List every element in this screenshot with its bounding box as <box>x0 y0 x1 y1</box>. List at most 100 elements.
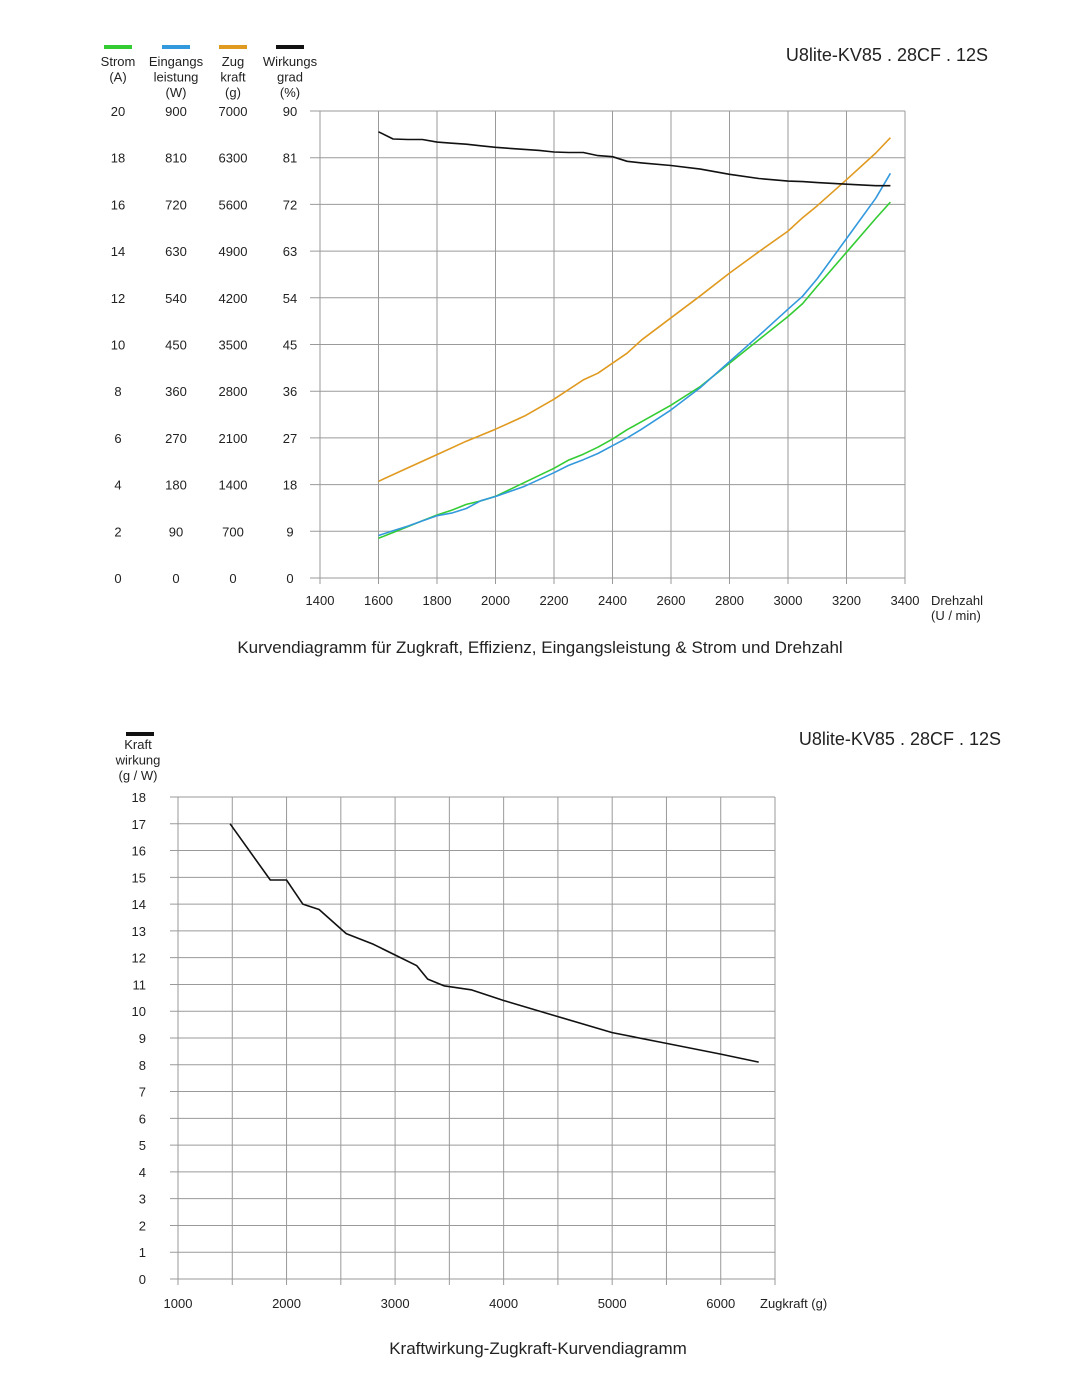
legend-swatch-strom <box>104 45 132 49</box>
model-title: U8lite-KV85 . 28CF . 12S <box>786 45 988 65</box>
y-tick-eingang: 810 <box>165 151 187 166</box>
y-tick-strom: 10 <box>111 338 125 353</box>
x-tick-label: 1600 <box>364 593 393 608</box>
y-tick-strom: 18 <box>111 151 125 166</box>
y-tick-label: 8 <box>139 1058 146 1073</box>
y-tick-zug: 0 <box>229 571 236 586</box>
y-tick-eingang: 900 <box>165 104 187 119</box>
y-tick-label: 1 <box>139 1245 146 1260</box>
y-tick-label: 17 <box>132 817 146 832</box>
x-tick-label: 1400 <box>306 593 335 608</box>
y-tick-label: 15 <box>132 870 146 885</box>
axis-header-eingang: Eingangs <box>149 54 204 69</box>
axis-header-wirk: Wirkungs <box>263 54 318 69</box>
axis-header-eingang: leistung <box>154 70 199 85</box>
y-tick-zug: 4900 <box>219 244 248 259</box>
y-tick-label: 11 <box>133 977 147 992</box>
axis-header-strom: Strom <box>101 54 136 69</box>
y-tick-wirk: 63 <box>283 244 297 259</box>
x-tick-label: 3000 <box>774 593 803 608</box>
x-tick-label: 2200 <box>540 593 569 608</box>
y-tick-strom: 16 <box>111 197 125 212</box>
model-title: U8lite-KV85 . 28CF . 12S <box>799 729 1001 749</box>
x-tick-label: 4000 <box>489 1296 518 1311</box>
y-tick-label: 14 <box>132 897 146 912</box>
y-tick-zug: 6300 <box>219 151 248 166</box>
y-tick-strom: 6 <box>114 431 121 446</box>
y-tick-label: 3 <box>139 1192 146 1207</box>
y-tick-wirk: 72 <box>283 197 297 212</box>
axis-header-strom: (A) <box>109 70 126 85</box>
y-tick-wirk: 81 <box>283 151 297 166</box>
y-tick-label: 9 <box>139 1031 146 1046</box>
x-tick-label: 2000 <box>481 593 510 608</box>
x-tick-label: 3000 <box>381 1296 410 1311</box>
y-tick-wirk: 90 <box>283 104 297 119</box>
chart-drehzahl: 1400 1600 1800 2000 2200 2400 2600 2800 3000 3200… <box>101 45 988 657</box>
y-tick-label: 12 <box>132 951 146 966</box>
y-tick-wirk: 18 <box>283 478 297 493</box>
axis-header-zug: (g) <box>225 85 241 100</box>
y-tick-zug: 4200 <box>219 291 248 306</box>
y-tick-strom: 14 <box>111 244 125 259</box>
legend-swatch <box>126 732 154 736</box>
axis-header-zug: Zug <box>222 54 244 69</box>
y-tick-zug: 2100 <box>219 431 248 446</box>
chart-caption: Kurvendiagramm für Zugkraft, Effizienz, … <box>237 638 842 657</box>
y-tick-strom: 12 <box>111 291 125 306</box>
y-tick-label: 7 <box>139 1085 146 1100</box>
y-tick-label: 18 <box>132 790 146 805</box>
y-tick-eingang: 0 <box>172 571 179 586</box>
y-axis-label: Kraft <box>124 737 152 752</box>
series-line-wirk <box>378 131 891 187</box>
x-tick-label: 5000 <box>598 1296 627 1311</box>
y-tick-wirk: 0 <box>286 571 293 586</box>
y-tick-wirk: 27 <box>283 431 297 446</box>
y-tick-eingang: 450 <box>165 338 187 353</box>
legend-swatch-zug <box>219 45 247 49</box>
y-tick-label: 5 <box>139 1138 146 1153</box>
y-tick-eingang: 270 <box>165 431 187 446</box>
x-tick-label: 2600 <box>657 593 686 608</box>
y-tick-zug: 7000 <box>219 104 248 119</box>
y-tick-label: 6 <box>139 1111 146 1126</box>
series-line-zug <box>378 137 891 483</box>
y-tick-label: 10 <box>132 1004 146 1019</box>
series-line-strom <box>378 201 891 540</box>
y-tick-strom: 4 <box>114 478 121 493</box>
y-tick-strom: 20 <box>111 104 125 119</box>
y-tick-zug: 2800 <box>219 384 248 399</box>
x-tick-label: 2800 <box>715 593 744 608</box>
y-tick-eingang: 360 <box>165 384 187 399</box>
x-tick-label: 1800 <box>423 593 452 608</box>
y-tick-eingang: 720 <box>165 197 187 212</box>
y-tick-label: 16 <box>132 844 146 859</box>
y-tick-eingang: 630 <box>165 244 187 259</box>
x-tick-label: 3200 <box>832 593 861 608</box>
x-axis-unit: (U / min) <box>931 608 981 623</box>
y-tick-zug: 1400 <box>219 478 248 493</box>
y-tick-wirk: 36 <box>283 384 297 399</box>
y-tick-strom: 8 <box>114 384 121 399</box>
x-tick-label: 2400 <box>598 593 627 608</box>
y-tick-eingang: 180 <box>165 478 187 493</box>
y-tick-wirk: 9 <box>286 524 293 539</box>
axis-header-eingang: (W) <box>166 85 187 100</box>
legend-swatch-wirk <box>276 45 304 49</box>
y-axis-label: wirkung <box>115 753 161 768</box>
x-tick-label: 1000 <box>164 1296 193 1311</box>
y-tick-label: 0 <box>139 1272 146 1287</box>
y-tick-eingang: 90 <box>169 524 183 539</box>
series-line-eingang <box>378 172 892 537</box>
x-axis-label: Drehzahl <box>931 593 983 608</box>
y-tick-strom: 2 <box>114 524 121 539</box>
axis-header-wirk: grad <box>277 70 303 85</box>
x-tick-label: 3400 <box>891 593 920 608</box>
y-tick-zug: 700 <box>222 524 244 539</box>
x-tick-label: 6000 <box>706 1296 735 1311</box>
y-tick-strom: 0 <box>114 571 121 586</box>
y-axis-label: (g / W) <box>119 768 158 783</box>
y-tick-wirk: 45 <box>283 338 297 353</box>
x-axis-label: Zugkraft (g) <box>760 1296 827 1311</box>
